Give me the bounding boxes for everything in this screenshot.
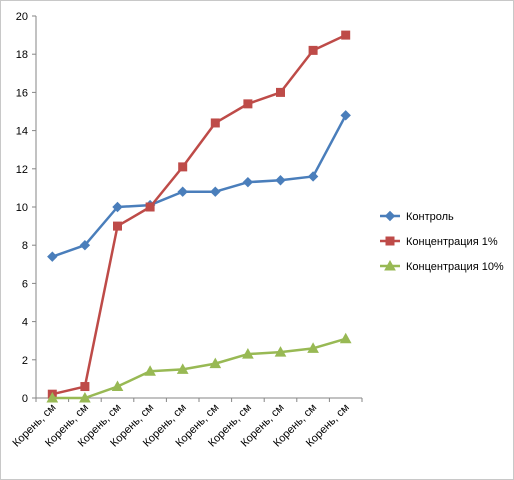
data-point xyxy=(145,202,155,212)
data-point xyxy=(243,99,253,109)
y-tick-label: 12 xyxy=(16,164,28,176)
data-point xyxy=(275,175,286,186)
y-tick-label: 6 xyxy=(22,278,28,290)
y-tick-label: 16 xyxy=(16,87,28,99)
series-group xyxy=(47,110,351,262)
data-point xyxy=(307,342,319,353)
legend: Контроль Концентрация 1% Концентрация 10% xyxy=(380,210,504,273)
legend-label: Концентрация 10% xyxy=(406,261,504,273)
data-point xyxy=(274,346,287,357)
data-point xyxy=(112,201,123,213)
data-point xyxy=(308,45,318,55)
series-line xyxy=(51,114,347,258)
series-group xyxy=(46,332,352,403)
data-point xyxy=(176,363,189,374)
data-point xyxy=(341,30,351,40)
y-tick-label: 0 xyxy=(22,393,28,405)
y-tick-label: 10 xyxy=(16,202,28,214)
data-point xyxy=(340,110,351,121)
data-point xyxy=(46,391,59,403)
data-point xyxy=(307,171,319,182)
data-point xyxy=(113,221,122,231)
data-point xyxy=(79,391,91,403)
data-point xyxy=(79,239,91,251)
data-point xyxy=(339,332,352,344)
data-point xyxy=(209,357,222,369)
legend-label: Концентрация 1% xyxy=(406,236,498,248)
legend-marker xyxy=(385,236,395,246)
y-tick-label: 20 xyxy=(16,11,28,23)
data-point xyxy=(210,118,220,128)
legend-item: Концентрация 1% xyxy=(380,236,498,248)
series-line xyxy=(52,337,347,400)
legend-item: Контроль xyxy=(380,210,454,223)
y-tick-label: 18 xyxy=(16,49,28,61)
series-layer xyxy=(46,30,352,403)
series-group xyxy=(47,30,351,399)
data-point xyxy=(242,176,254,188)
y-tick-label: 14 xyxy=(16,126,28,138)
data-point xyxy=(80,382,90,392)
data-point xyxy=(276,87,285,97)
data-point xyxy=(210,186,221,197)
legend-marker xyxy=(384,210,396,222)
data-point xyxy=(178,162,188,172)
legend-label: Контроль xyxy=(406,211,454,223)
y-tick-label: 2 xyxy=(22,355,28,367)
data-point xyxy=(47,251,58,262)
data-point xyxy=(144,365,156,376)
y-tick-label: 4 xyxy=(22,317,28,329)
series-line xyxy=(52,33,347,396)
data-point xyxy=(242,348,254,359)
legend-item: Концентрация 10% xyxy=(380,259,504,273)
data-point xyxy=(111,380,124,392)
legend-marker xyxy=(384,259,396,271)
y-tick-label: 8 xyxy=(22,240,28,252)
data-point xyxy=(177,186,188,197)
